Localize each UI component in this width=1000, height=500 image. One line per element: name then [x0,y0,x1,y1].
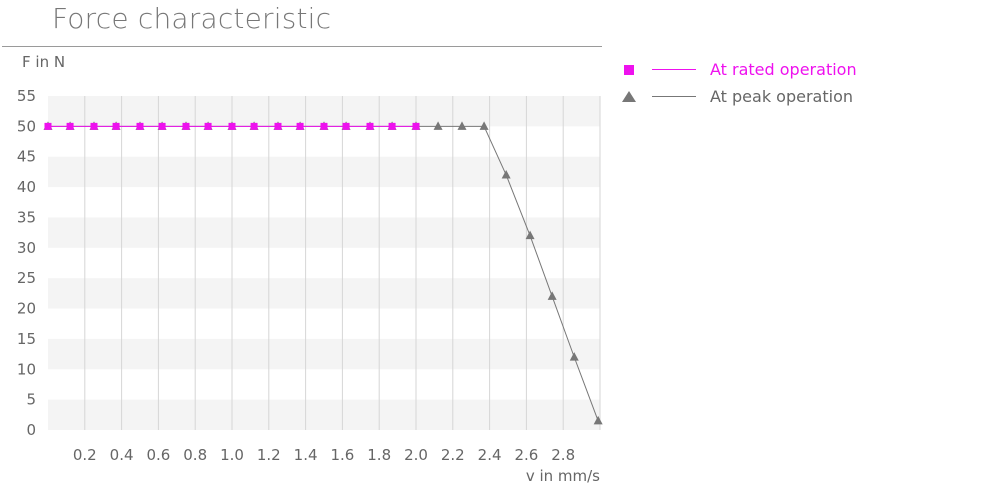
x-tick-label: 2.4 [478,446,502,464]
x-tick-label: 0.4 [110,446,134,464]
y-tick-label: 50 [17,117,36,135]
chart-title: Force characteristic [52,2,332,35]
data-point-rated [136,122,144,130]
grid-band [48,338,600,370]
x-tick-label: 0.8 [183,446,207,464]
data-point-peak [457,121,467,130]
data-point-rated [274,122,282,130]
data-point-peak [525,230,535,240]
grid-band [48,278,600,309]
x-tick-label: 2.8 [551,446,575,464]
grid-band [48,217,600,248]
legend-triangle-icon [620,88,638,106]
legend: At rated operation At peak operation [620,56,857,110]
data-point-peak [501,169,511,179]
y-tick-label: 30 [17,239,36,257]
data-point-rated [388,122,396,130]
data-point-rated [320,122,328,130]
title-divider [2,46,602,47]
legend-label-peak: At peak operation [710,87,853,106]
y-tick-label: 25 [17,269,36,287]
square-marker-icon [624,64,634,75]
data-point-rated [204,122,212,130]
data-point-peak [569,352,579,361]
x-tick-label: 1.8 [367,446,391,464]
series-markers [43,121,603,425]
x-tick-labels: 0.2 0.4 0.6 0.8 1.0 1.2 1.4 1.6 1.8 2.0 2.2 2.4 2.6 2… [73,446,575,464]
legend-item-rated[interactable]: At rated operation [620,56,857,83]
x-tick-label: 1.4 [294,446,318,464]
x-tick-label: 0.6 [146,446,170,464]
legend-line-rated [652,69,696,70]
triangle-marker-icon [622,90,636,102]
y-tick-label: 10 [17,360,36,378]
legend-square-icon [620,61,638,79]
x-tick-label: 1.2 [257,446,281,464]
data-point-rated [412,122,420,130]
grid-band [48,96,600,127]
x-axis-label: v in mm/s [525,467,600,485]
data-point-rated [90,122,98,130]
data-point-rated [366,122,374,130]
vertical-gridlines [84,96,601,430]
legend-line-peak [652,96,696,97]
data-point-rated [250,122,258,130]
x-tick-label: 1.0 [220,446,244,464]
data-point-rated [158,122,166,130]
data-point-rated [296,122,304,130]
data-point-rated [112,122,120,130]
legend-label-rated: At rated operation [710,60,857,79]
y-tick-label: 0 [26,421,36,439]
x-tick-label: 2.0 [404,446,428,464]
data-point-rated [228,122,236,130]
data-point-rated [44,122,52,130]
y-tick-label: 15 [17,330,36,348]
y-tick-label: 5 [26,391,36,409]
grid-band [48,399,600,430]
grid-band [48,156,600,188]
y-axis-label: F in N [22,53,66,71]
x-tick-label: 1.6 [330,446,354,464]
data-point-peak [547,291,557,300]
y-tick-label: 45 [17,148,36,166]
x-tick-label: 2.2 [441,446,465,464]
data-point-peak [479,121,489,130]
background-bands [48,96,600,430]
x-tick-label: 2.6 [514,446,538,464]
data-point-peak [433,121,443,130]
y-tick-label: 55 [17,87,36,105]
legend-item-peak[interactable]: At peak operation [620,83,857,110]
y-tick-label: 40 [17,178,36,196]
y-tick-label: 35 [17,208,36,226]
data-point-rated [342,122,350,130]
data-point-rated [66,122,74,130]
data-point-rated [182,122,190,130]
data-point-peak [593,415,603,425]
y-tick-label: 20 [17,300,36,318]
x-tick-label: 0.2 [73,446,97,464]
